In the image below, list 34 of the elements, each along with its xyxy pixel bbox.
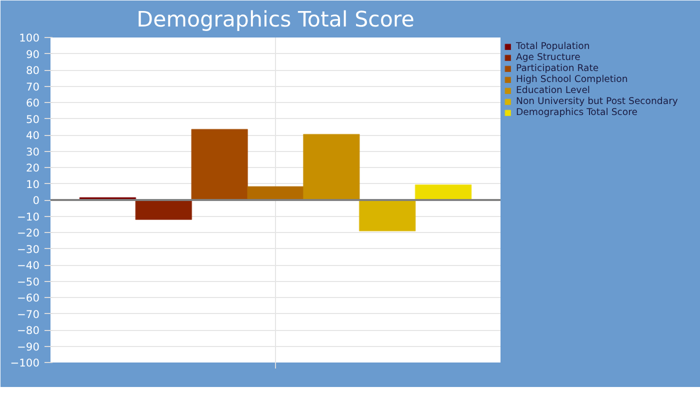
y-tick-label: 30: [26, 145, 40, 158]
y-tick-label: −30: [17, 242, 40, 256]
bar: [191, 128, 248, 200]
y-tick-label: −90: [17, 340, 40, 354]
legend-label: Age Structure: [516, 52, 580, 63]
legend-label: High School Completion: [516, 74, 628, 85]
y-tick-label: 90: [26, 48, 40, 61]
y-tick-label: −50: [17, 275, 40, 288]
y-tick-label: −100: [10, 356, 40, 370]
bar: [135, 200, 192, 220]
y-tick-label: 0: [32, 194, 40, 207]
legend-label: Non University but Post Secondary: [516, 96, 678, 107]
y-tick-label: 60: [26, 96, 40, 110]
bar: [358, 200, 416, 232]
y-tick-label: −60: [17, 292, 40, 304]
y-tick-label: −10: [17, 210, 40, 224]
y-tick-label: 70: [26, 80, 40, 94]
legend-label: Participation Rate: [516, 63, 599, 74]
chart-title: Demographics Total Score: [136, 8, 414, 32]
legend-label: Education Level: [516, 85, 590, 96]
y-tick-label: 100: [19, 32, 40, 44]
y-tick-label: −70: [17, 308, 40, 321]
y-tick-label: 10: [26, 178, 40, 191]
y-tick-label: −80: [17, 324, 40, 337]
bar: [302, 134, 360, 200]
legend-label: Demographics Total Score: [516, 107, 638, 118]
bar: [414, 184, 472, 200]
y-tick-label: 20: [26, 162, 40, 174]
y-tick-label: 80: [26, 64, 40, 77]
y-tick-label: −40: [17, 259, 40, 272]
y-tick-label: 50: [26, 112, 40, 126]
legend-label: Total Population: [516, 41, 590, 52]
y-tick-label: 40: [26, 129, 40, 142]
y-tick-label: −20: [17, 226, 40, 240]
